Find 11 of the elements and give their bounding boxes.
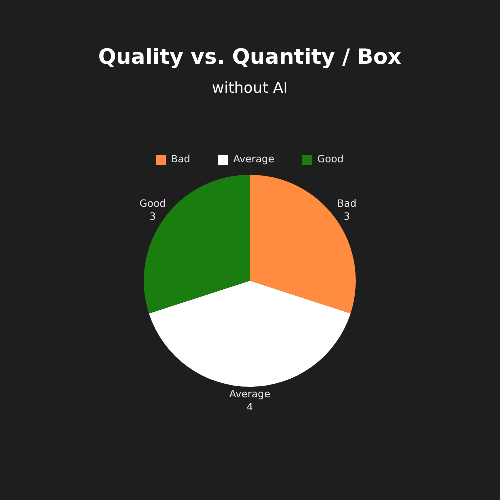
slice-label: Bad bbox=[337, 199, 357, 210]
chart-subtitle: without AI bbox=[211, 79, 289, 97]
slice-label: Good bbox=[140, 199, 166, 210]
data-label: 3 bbox=[150, 212, 156, 224]
legend-label: Bad bbox=[171, 154, 190, 166]
data-label: 4 bbox=[246, 402, 254, 414]
legend-label: Good bbox=[318, 154, 344, 166]
slice-label: Average bbox=[229, 390, 271, 401]
chart-title: Quality vs. Quantity / Box bbox=[97, 45, 403, 69]
legend-label: Average bbox=[233, 154, 275, 166]
data-label: 3 bbox=[344, 212, 350, 224]
